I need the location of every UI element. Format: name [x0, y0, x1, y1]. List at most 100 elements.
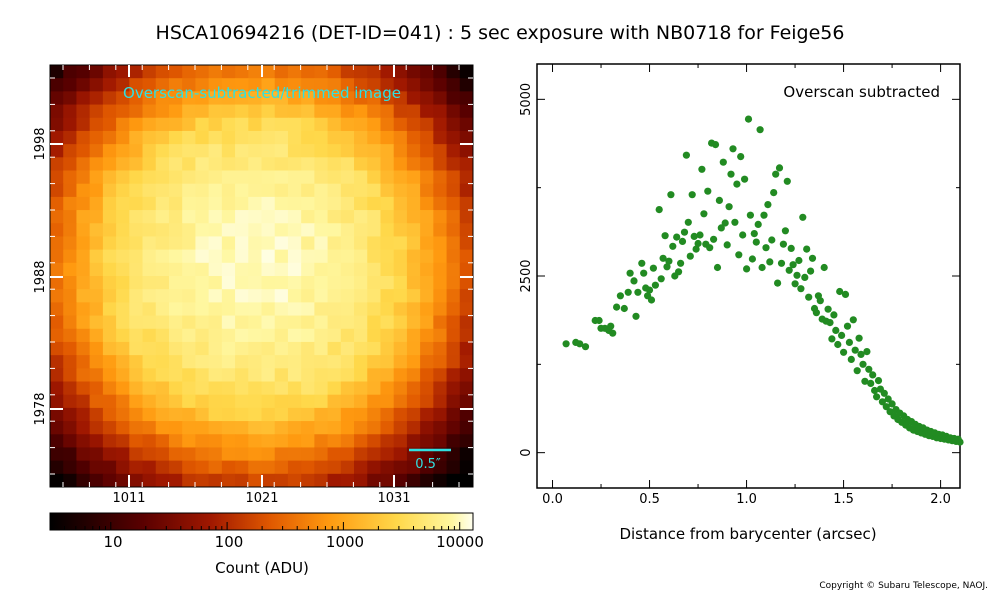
image-pixel — [129, 447, 144, 462]
image-pixel — [142, 130, 157, 145]
image-pixel — [182, 210, 197, 224]
image-pixel — [433, 157, 448, 172]
image-pixel — [287, 236, 302, 251]
image-pixel — [287, 302, 302, 317]
image-pixel — [420, 196, 434, 211]
image-pixel — [89, 91, 104, 106]
image-pixel — [102, 368, 117, 383]
image-pixel — [367, 183, 382, 198]
image-pixel — [380, 196, 395, 211]
image-pixel — [50, 473, 64, 487]
image-pixel — [433, 236, 448, 251]
image-pixel — [301, 328, 315, 343]
image-pixel — [380, 183, 395, 198]
scatter-point — [878, 398, 887, 406]
image-pixel — [221, 341, 236, 356]
image-pixel — [116, 249, 130, 264]
image-pixel — [116, 381, 130, 396]
colorbar-ticks — [49, 522, 461, 530]
image-pixel — [327, 394, 342, 409]
image-pixel — [142, 249, 157, 264]
scatter-point — [624, 288, 632, 296]
image-pixel — [393, 104, 408, 119]
image-pixel — [63, 262, 78, 277]
plot-x-tick-label: 0.5 — [639, 492, 660, 507]
image-pixel — [274, 249, 289, 264]
image-pixel — [327, 381, 342, 396]
image-pixel — [354, 249, 368, 264]
image-pixel — [327, 315, 342, 330]
image-pixel — [116, 183, 130, 198]
image-pixel — [208, 302, 223, 317]
image-pixel — [76, 473, 91, 487]
scatter-point — [762, 244, 770, 252]
image-pixel — [274, 434, 289, 449]
image-pixel — [340, 447, 355, 462]
scatter-point — [826, 319, 834, 327]
image-pixel — [301, 104, 315, 119]
image-pixel — [195, 223, 210, 238]
image-pixel — [142, 341, 157, 356]
image-pixel — [433, 91, 448, 106]
scatter-point — [649, 264, 658, 272]
image-pixel — [406, 183, 421, 198]
image-pixel — [221, 104, 236, 119]
image-pixel — [182, 236, 197, 251]
image-pixel — [420, 104, 434, 119]
image-pixel — [182, 130, 197, 145]
image-pixel — [446, 157, 461, 172]
image-pixel — [89, 117, 104, 132]
image-pixel — [89, 144, 104, 158]
image-pixel — [301, 157, 315, 172]
scatter-point — [655, 206, 663, 214]
image-pixel — [50, 434, 64, 449]
image-pixel — [406, 130, 421, 145]
image-pixel — [327, 262, 342, 277]
image-pixel — [208, 407, 223, 422]
image-pixel — [433, 289, 448, 303]
image-pixel — [393, 447, 408, 462]
image-pixel — [129, 91, 144, 106]
image-pixel — [50, 421, 64, 435]
image-pixel — [327, 91, 342, 106]
image-pixel — [168, 196, 183, 211]
image-pixel — [340, 355, 355, 369]
image-pixel — [327, 460, 342, 475]
image-pixel — [168, 276, 183, 290]
scatter-point — [581, 343, 590, 351]
image-pixel — [182, 170, 197, 185]
image-pixel — [301, 91, 315, 106]
scatter-point — [865, 365, 873, 373]
image-pixel — [76, 315, 91, 330]
image-pixel — [380, 355, 395, 369]
image-pixel — [393, 407, 408, 422]
image-pixel — [433, 315, 448, 330]
image-pixel — [221, 276, 236, 290]
scatter-point — [793, 271, 801, 279]
image-pixel — [261, 65, 276, 79]
image-pixel — [89, 407, 104, 422]
image-pixel — [301, 223, 315, 238]
image-pixel — [142, 236, 157, 251]
image-pixel — [235, 434, 249, 449]
image-pixel — [89, 302, 104, 317]
image-pixel — [116, 130, 130, 145]
image-pixel — [182, 78, 197, 92]
image-pixel — [89, 328, 104, 343]
image-pixel — [221, 183, 236, 198]
image-pixel — [420, 183, 434, 198]
image-pixel — [182, 302, 197, 317]
image-pixel — [63, 78, 78, 92]
image-pixel — [168, 341, 183, 356]
scatter-point — [834, 340, 842, 349]
image-pixel — [380, 91, 395, 106]
image-pixel — [89, 236, 104, 251]
image-pixel — [274, 473, 289, 487]
image-pixel — [116, 117, 130, 132]
image-pixel — [433, 249, 448, 264]
image-pixel — [380, 65, 395, 79]
image-pixel — [168, 434, 183, 449]
image-pixel — [327, 302, 342, 317]
image-pixel — [182, 65, 197, 79]
image-pixel — [116, 236, 130, 251]
